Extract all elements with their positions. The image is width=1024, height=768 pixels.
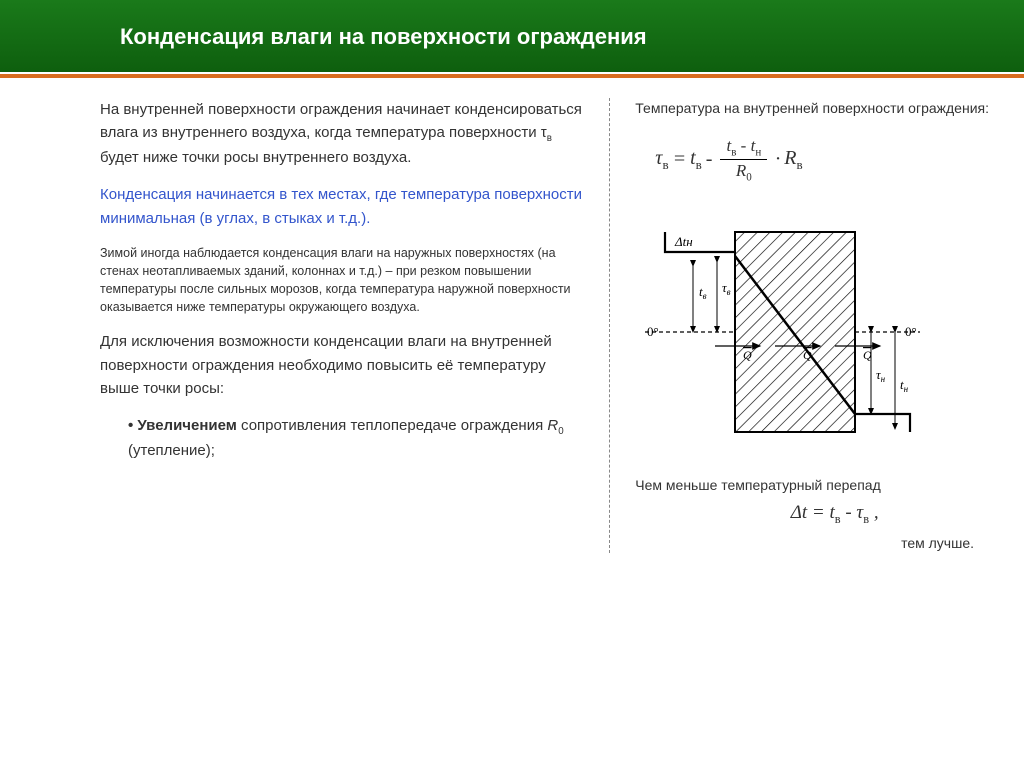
left-column: На внутренней поверхности ограждения нач…	[100, 98, 584, 553]
wall-diagram-svg: Δtн tв τв 0° 0° τн tн	[645, 204, 925, 454]
svg-text:τн: τн	[876, 367, 886, 384]
slide-title: Конденсация влаги на поверхности огражде…	[120, 24, 647, 49]
paragraph-3: Зимой иногда наблюдается конденсация вла…	[100, 244, 584, 317]
svg-text:tн: tн	[900, 377, 909, 394]
paragraph-1: На внутренней поверхности ограждения нач…	[100, 98, 584, 170]
note-text: Чем меньше температурный перепад	[635, 475, 994, 496]
svg-text:0°: 0°	[905, 324, 917, 339]
wall-diagram: Δtн tв τв 0° 0° τн tн	[645, 204, 994, 457]
svg-text:Q: Q	[863, 348, 872, 362]
svg-text:Δtн: Δtн	[674, 234, 693, 249]
content-area: На внутренней поверхности ограждения нач…	[0, 78, 1024, 553]
svg-text:Q: Q	[743, 348, 752, 362]
formula-tau: τв = tв - tв - tн R0 · Rв	[655, 136, 994, 184]
slide-header: Конденсация влаги на поверхности огражде…	[0, 0, 1024, 72]
tail-text: тем лучше.	[635, 533, 994, 553]
bullet-list: Увеличением сопротивления теплопередаче …	[100, 414, 584, 462]
right-caption: Температура на внутренней поверхности ог…	[635, 98, 994, 118]
right-column: Температура на внутренней поверхности ог…	[609, 98, 994, 553]
svg-text:Q: Q	[803, 348, 812, 362]
paragraph-2: Конденсация начинается в тех местах, где…	[100, 183, 584, 230]
paragraph-4: Для исключения возможности конденсации в…	[100, 330, 584, 400]
bullet-1: Увеличением сопротивления теплопередаче …	[128, 414, 584, 462]
svg-text:tв: tв	[699, 284, 707, 301]
svg-text:0°: 0°	[647, 324, 659, 339]
formula-dt: Δt = tв - τв ,	[675, 502, 994, 527]
svg-text:τв: τв	[722, 280, 731, 297]
